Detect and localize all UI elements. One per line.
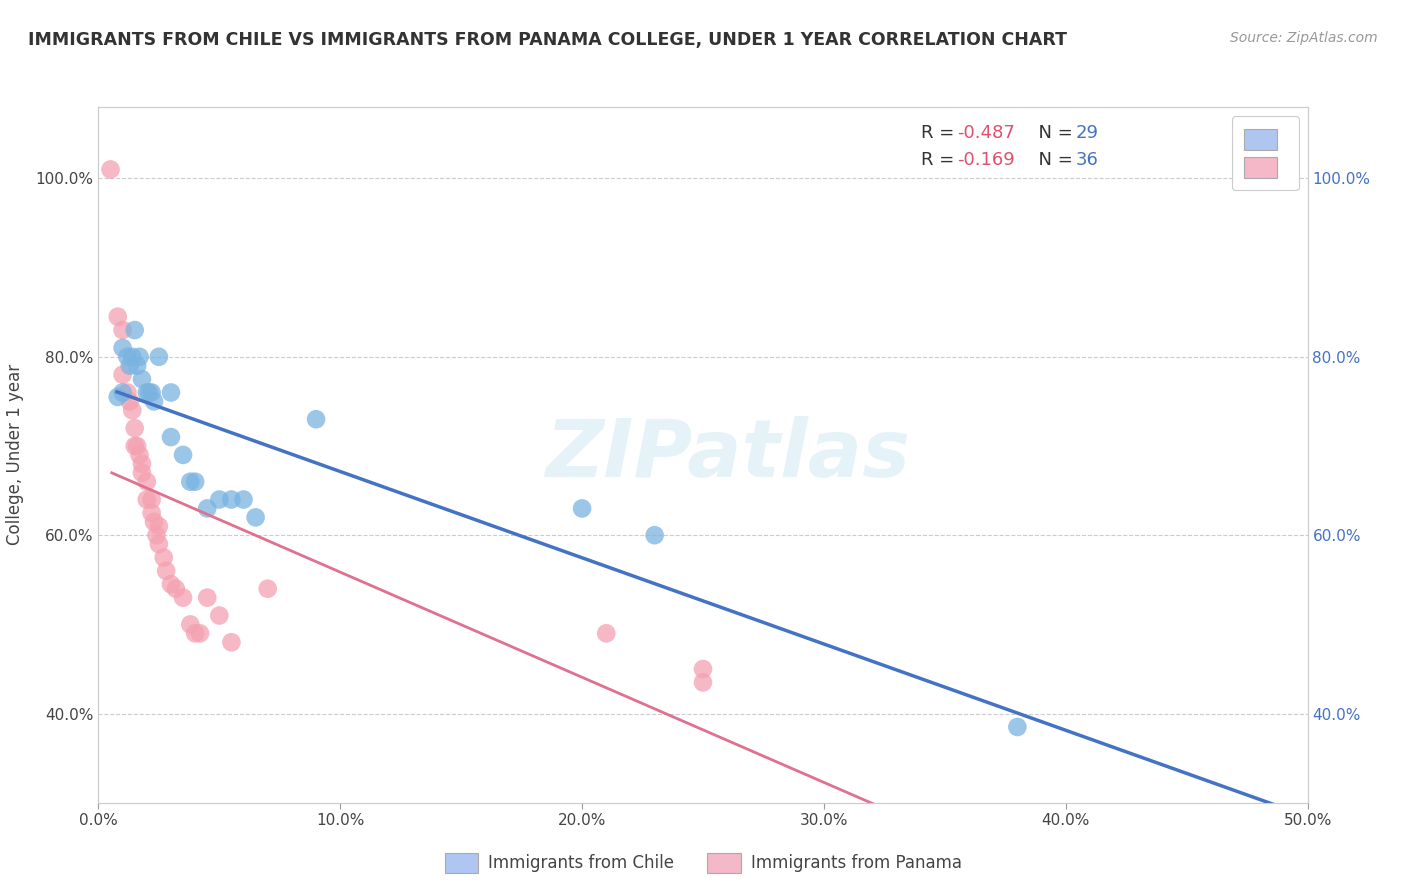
Point bbox=[305, 412, 328, 426]
Point bbox=[135, 492, 157, 507]
Point bbox=[118, 359, 141, 373]
Point bbox=[184, 475, 207, 489]
Text: -0.487: -0.487 bbox=[957, 124, 1015, 143]
Point bbox=[131, 466, 153, 480]
Point bbox=[145, 528, 167, 542]
Point bbox=[644, 528, 666, 542]
Text: N =: N = bbox=[1026, 124, 1078, 143]
Point bbox=[111, 368, 134, 382]
Point bbox=[141, 492, 163, 507]
Point bbox=[121, 403, 143, 417]
Point bbox=[135, 385, 157, 400]
Legend: Immigrants from Chile, Immigrants from Panama: Immigrants from Chile, Immigrants from P… bbox=[437, 847, 969, 880]
Point bbox=[138, 385, 160, 400]
Point bbox=[179, 475, 201, 489]
Point bbox=[155, 564, 177, 578]
Point bbox=[692, 662, 714, 676]
Point bbox=[107, 390, 129, 404]
Point bbox=[152, 550, 174, 565]
Legend: , : , bbox=[1232, 116, 1299, 190]
Point bbox=[117, 350, 139, 364]
Point bbox=[148, 350, 170, 364]
Point bbox=[111, 323, 134, 337]
Point bbox=[571, 501, 593, 516]
Text: ZIPatlas: ZIPatlas bbox=[544, 416, 910, 494]
Point bbox=[208, 492, 231, 507]
Text: IMMIGRANTS FROM CHILE VS IMMIGRANTS FROM PANAMA COLLEGE, UNDER 1 YEAR CORRELATIO: IMMIGRANTS FROM CHILE VS IMMIGRANTS FROM… bbox=[28, 31, 1067, 49]
Point bbox=[135, 475, 157, 489]
Point bbox=[124, 439, 146, 453]
Text: Source: ZipAtlas.com: Source: ZipAtlas.com bbox=[1230, 31, 1378, 45]
Point bbox=[221, 635, 243, 649]
Y-axis label: College, Under 1 year: College, Under 1 year bbox=[7, 364, 24, 546]
Point bbox=[1007, 720, 1029, 734]
Point bbox=[221, 492, 243, 507]
Point bbox=[128, 350, 150, 364]
Point bbox=[148, 519, 170, 533]
Point bbox=[172, 448, 194, 462]
Point bbox=[245, 510, 267, 524]
Point bbox=[118, 394, 141, 409]
Point bbox=[107, 310, 129, 324]
Point bbox=[160, 430, 183, 444]
Text: 36: 36 bbox=[1076, 152, 1098, 169]
Point bbox=[111, 385, 134, 400]
Point bbox=[188, 626, 211, 640]
Point bbox=[141, 506, 163, 520]
Point bbox=[124, 323, 146, 337]
Text: R =: R = bbox=[921, 124, 960, 143]
Point bbox=[143, 515, 166, 529]
Point bbox=[208, 608, 231, 623]
Point bbox=[179, 617, 201, 632]
Point bbox=[128, 448, 150, 462]
Point bbox=[124, 421, 146, 435]
Point bbox=[127, 439, 149, 453]
Point bbox=[141, 385, 163, 400]
Point bbox=[131, 457, 153, 471]
Point bbox=[121, 350, 143, 364]
Point bbox=[111, 341, 134, 355]
Point bbox=[143, 394, 166, 409]
Point bbox=[256, 582, 278, 596]
Text: R =: R = bbox=[921, 152, 960, 169]
Text: 29: 29 bbox=[1076, 124, 1098, 143]
Point bbox=[172, 591, 194, 605]
Text: -0.169: -0.169 bbox=[957, 152, 1015, 169]
Point bbox=[117, 385, 139, 400]
Point bbox=[160, 385, 183, 400]
Point bbox=[160, 577, 183, 591]
Text: N =: N = bbox=[1026, 152, 1078, 169]
Point bbox=[184, 626, 207, 640]
Point bbox=[148, 537, 170, 551]
Point bbox=[165, 582, 187, 596]
Point bbox=[232, 492, 254, 507]
Point bbox=[595, 626, 617, 640]
Point bbox=[692, 675, 714, 690]
Point bbox=[100, 162, 122, 177]
Point bbox=[127, 359, 149, 373]
Point bbox=[195, 501, 218, 516]
Point bbox=[195, 591, 218, 605]
Point bbox=[131, 372, 153, 386]
